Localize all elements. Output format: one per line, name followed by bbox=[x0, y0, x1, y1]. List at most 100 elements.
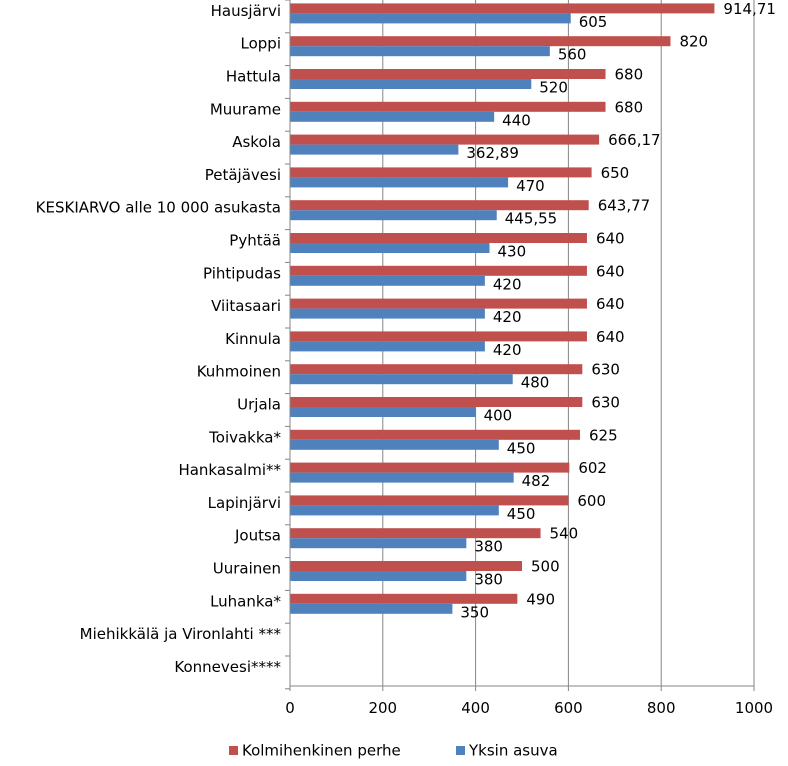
category-label: Pyhtää bbox=[229, 232, 281, 250]
category-label: Luhanka* bbox=[210, 592, 281, 610]
bar-yksin-asuva bbox=[290, 439, 499, 450]
category-label: Viitasaari bbox=[211, 297, 281, 315]
bar-kolmihenkinen-perhe bbox=[290, 429, 580, 440]
data-label-kolmihenkinen-perhe: 914,71 bbox=[723, 0, 776, 18]
bar-kolmihenkinen-perhe bbox=[290, 101, 606, 112]
category-label: Hattula bbox=[226, 68, 281, 86]
data-label-kolmihenkinen-perhe: 680 bbox=[615, 98, 644, 116]
bar-yksin-asuva bbox=[290, 243, 490, 253]
bar-kolmihenkinen-perhe bbox=[290, 36, 671, 47]
data-label-kolmihenkinen-perhe: 630 bbox=[591, 361, 620, 379]
category-label: Joutsa bbox=[234, 527, 281, 545]
bar-yksin-asuva bbox=[290, 210, 497, 221]
bar-yksin-asuva bbox=[290, 13, 571, 24]
bar-kolmihenkinen-perhe bbox=[290, 134, 600, 145]
data-label-yksin-asuva: 482 bbox=[522, 472, 551, 490]
data-label-yksin-asuva: 440 bbox=[502, 111, 531, 129]
legend-swatch-kolmihenkinen-perhe bbox=[229, 746, 238, 755]
category-label: Kuhmoinen bbox=[197, 363, 281, 381]
category-label: Uurainen bbox=[213, 560, 281, 578]
bar-yksin-asuva bbox=[290, 111, 495, 122]
bar-kolmihenkinen-perhe bbox=[290, 265, 587, 276]
data-label-yksin-asuva: 470 bbox=[516, 177, 545, 195]
bar-kolmihenkinen-perhe bbox=[290, 3, 715, 14]
bar-yksin-asuva bbox=[290, 407, 476, 417]
bar-yksin-asuva bbox=[290, 472, 514, 483]
bar-yksin-asuva bbox=[290, 341, 485, 352]
bar-kolmihenkinen-perhe bbox=[290, 331, 587, 342]
bar-yksin-asuva bbox=[290, 79, 532, 89]
category-label: Toivakka* bbox=[208, 428, 281, 446]
bar-yksin-asuva bbox=[290, 144, 459, 155]
category-label: KESKIARVO alle 10 000 asukasta bbox=[36, 199, 281, 217]
data-label-yksin-asuva: 450 bbox=[507, 439, 536, 457]
data-label-yksin-asuva: 605 bbox=[579, 13, 608, 31]
data-label-kolmihenkinen-perhe: 500 bbox=[531, 558, 560, 576]
category-label: Kinnula bbox=[225, 330, 281, 348]
category-label: Loppi bbox=[241, 35, 281, 53]
data-label-yksin-asuva: 420 bbox=[493, 341, 522, 359]
x-tick-label: 800 bbox=[647, 699, 676, 717]
data-label-kolmihenkinen-perhe: 680 bbox=[615, 66, 644, 84]
axes bbox=[285, 0, 755, 691]
legend: Kolmihenkinen perhe Yksin asuva bbox=[229, 742, 558, 760]
bar-kolmihenkinen-perhe bbox=[290, 298, 587, 309]
bar-yksin-asuva bbox=[290, 538, 467, 549]
data-label-yksin-asuva: 362,89 bbox=[466, 144, 519, 162]
legend-label-yksin-asuva: Yksin asuva bbox=[468, 742, 558, 760]
category-label: Urjala bbox=[237, 396, 281, 414]
category-label: Konnevesi**** bbox=[174, 658, 281, 676]
bars bbox=[290, 3, 715, 614]
data-label-yksin-asuva: 445,55 bbox=[505, 210, 558, 228]
data-label-yksin-asuva: 450 bbox=[507, 505, 536, 523]
data-label-kolmihenkinen-perhe: 666,17 bbox=[608, 131, 661, 149]
data-label-kolmihenkinen-perhe: 643,77 bbox=[598, 197, 651, 215]
x-tick-label: 1000 bbox=[735, 699, 773, 717]
data-label-yksin-asuva: 380 bbox=[474, 538, 503, 556]
category-label: Pihtipudas bbox=[203, 264, 281, 282]
bar-yksin-asuva bbox=[290, 571, 467, 581]
data-label-yksin-asuva: 350 bbox=[460, 603, 489, 621]
x-tick-label: 600 bbox=[554, 699, 583, 717]
data-label-kolmihenkinen-perhe: 640 bbox=[596, 262, 625, 280]
data-label-kolmihenkinen-perhe: 625 bbox=[589, 426, 618, 444]
bar-kolmihenkinen-perhe bbox=[290, 233, 587, 243]
legend-label-kolmihenkinen-perhe: Kolmihenkinen perhe bbox=[242, 742, 401, 760]
data-label-yksin-asuva: 420 bbox=[493, 275, 522, 293]
data-label-yksin-asuva: 560 bbox=[558, 46, 587, 64]
data-label-kolmihenkinen-perhe: 602 bbox=[578, 459, 607, 477]
legend-swatch-yksin-asuva bbox=[456, 746, 465, 755]
category-label: Hankasalmi** bbox=[178, 461, 281, 479]
data-label-yksin-asuva: 420 bbox=[493, 308, 522, 326]
category-label: Hausjärvi bbox=[211, 2, 281, 20]
data-label-kolmihenkinen-perhe: 650 bbox=[601, 164, 630, 182]
data-label-kolmihenkinen-perhe: 640 bbox=[596, 230, 625, 248]
data-label-yksin-asuva: 480 bbox=[521, 374, 550, 392]
data-label-kolmihenkinen-perhe: 640 bbox=[596, 328, 625, 346]
category-label: Miehikkälä ja Vironlahti *** bbox=[80, 625, 282, 643]
category-label: Muurame bbox=[210, 100, 281, 118]
data-label-kolmihenkinen-perhe: 540 bbox=[550, 525, 579, 543]
data-label-yksin-asuva: 430 bbox=[498, 243, 527, 261]
bar-kolmihenkinen-perhe bbox=[290, 200, 589, 211]
bar-kolmihenkinen-perhe bbox=[290, 462, 570, 473]
bar-yksin-asuva bbox=[290, 603, 453, 614]
category-label: Petäjävesi bbox=[205, 166, 281, 184]
bar-kolmihenkinen-perhe bbox=[290, 364, 583, 375]
category-label: Askola bbox=[232, 133, 281, 151]
bar-kolmihenkinen-perhe bbox=[290, 69, 606, 79]
bar-kolmihenkinen-perhe bbox=[290, 528, 541, 539]
x-tick-label: 200 bbox=[368, 699, 397, 717]
data-label-kolmihenkinen-perhe: 600 bbox=[577, 492, 606, 510]
bar-yksin-asuva bbox=[290, 46, 550, 57]
data-label-kolmihenkinen-perhe: 640 bbox=[596, 295, 625, 313]
bar-yksin-asuva bbox=[290, 374, 513, 385]
bar-kolmihenkinen-perhe bbox=[290, 397, 583, 407]
bar-kolmihenkinen-perhe bbox=[290, 561, 522, 571]
bar-yksin-asuva bbox=[290, 177, 509, 188]
data-label-kolmihenkinen-perhe: 490 bbox=[526, 590, 555, 608]
data-label-kolmihenkinen-perhe: 630 bbox=[591, 394, 620, 412]
data-label-yksin-asuva: 520 bbox=[539, 79, 568, 97]
